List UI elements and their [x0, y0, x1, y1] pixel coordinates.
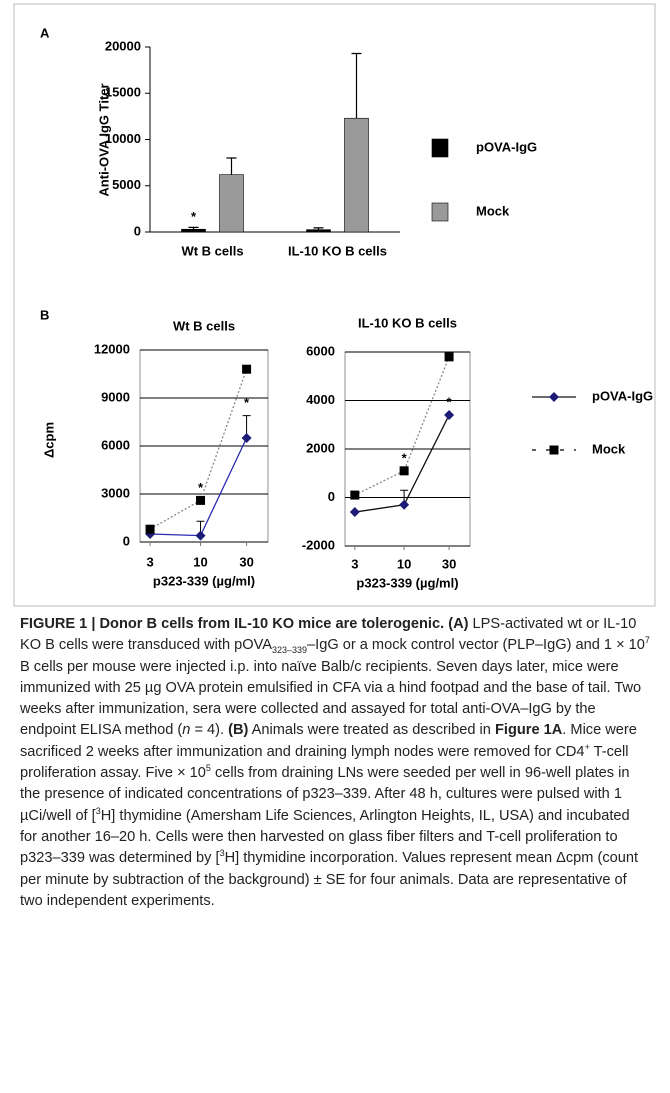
caption-text: Figure 1A: [494, 722, 563, 739]
marker: [242, 364, 252, 374]
caption-text: (B): [228, 722, 249, 739]
y-tick-label: 0: [123, 533, 130, 548]
marker: [350, 490, 360, 500]
legend-marker: [549, 392, 559, 402]
caption-text: H] thymidine incorporation. Values repre…: [20, 850, 639, 909]
y-axis-label: Anti-OVA IgG Titer: [96, 83, 111, 196]
legend-swatch: [431, 202, 449, 222]
y-tick-label: 15000: [105, 85, 141, 100]
legend-label: Mock: [592, 441, 626, 456]
caption-text: 3: [95, 805, 101, 816]
y-tick-label: 12000: [94, 341, 130, 356]
y-tick-label: 2000: [306, 440, 335, 455]
significance-mark: *: [402, 450, 408, 465]
series-line: [149, 368, 248, 530]
figure-frame: [13, 3, 656, 607]
significance-mark: *: [244, 395, 250, 410]
marker: [399, 466, 409, 476]
legend-label: Mock: [476, 203, 510, 218]
caption-text: FIGURE 1 | Donor B cells from IL-10 KO m…: [20, 616, 469, 632]
caption-text: 323–339: [271, 645, 308, 656]
y-tick-label: 0: [134, 223, 141, 238]
chart-title: Wt B cells: [173, 318, 235, 333]
error-bar: [226, 157, 237, 175]
caption-text: n: [182, 722, 191, 739]
caption-text: Animals were treated as described in: [248, 722, 495, 739]
y-tick-label: 9000: [101, 389, 130, 404]
y-tick-label: -2000: [302, 537, 335, 552]
marker: [444, 410, 455, 421]
marker: [349, 507, 360, 518]
marker: [399, 499, 410, 510]
legend-marker: [549, 445, 559, 455]
caption-text: LPS-activated wt or IL-10 KO B cells wer…: [20, 616, 637, 654]
significance-mark: *: [447, 394, 453, 409]
y-tick-label: 20000: [105, 38, 141, 53]
panel-label: B: [40, 307, 49, 322]
series-line: [354, 356, 450, 496]
marker: [195, 530, 206, 541]
y-tick-label: 3000: [101, 485, 130, 500]
legend-swatch: [431, 138, 449, 158]
bar: [306, 229, 331, 233]
x-tick-label: Wt B cells: [181, 243, 243, 258]
bar: [181, 228, 206, 233]
legend-label: pOVA-IgG: [476, 139, 537, 154]
caption-text: +: [584, 741, 590, 752]
error-bar: [188, 226, 199, 230]
x-tick-label: IL-10 KO B cells: [288, 243, 387, 258]
x-tick-label: 3: [146, 554, 153, 569]
y-tick-label: 4000: [306, 392, 335, 407]
bar: [219, 174, 244, 233]
x-tick-label: 30: [239, 554, 253, 569]
caption-text: cells from draining LNs were seeded per …: [20, 765, 630, 824]
legend-label: pOVA-IgG: [592, 388, 653, 403]
x-axis-label: p323-339 (µg/ml): [356, 575, 458, 590]
caption: FIGURE 1 | Donor B cells from IL-10 KO m…: [20, 614, 650, 912]
caption-text: . Mice were sacrificed 2 weeks after imm…: [20, 722, 637, 760]
x-tick-label: 30: [442, 556, 456, 571]
y-axis-label: Δcpm: [41, 422, 56, 458]
panel-label: A: [40, 25, 50, 40]
x-tick-label: 10: [397, 556, 411, 571]
caption-text: 3: [219, 848, 225, 859]
marker: [241, 433, 252, 443]
significance-mark: *: [191, 209, 197, 224]
caption-text: 5: [205, 763, 211, 774]
caption-text: H] thymidine (Amersham Life Sciences, Ar…: [20, 807, 630, 867]
y-tick-label: 0: [328, 489, 335, 504]
bar: [344, 117, 369, 233]
chart-title: IL-10 KO B cells: [358, 315, 457, 330]
marker: [444, 352, 454, 362]
x-tick-label: 3: [351, 556, 358, 571]
y-tick-label: 5000: [112, 177, 141, 192]
marker: [145, 524, 155, 534]
y-tick-label: 10000: [105, 131, 141, 146]
caption-text: T-cell proliferation assay. Five × 10: [20, 743, 629, 782]
caption-text: = 4).: [190, 722, 229, 739]
significance-mark: *: [198, 480, 204, 495]
marker: [196, 495, 206, 505]
y-tick-label: 6000: [306, 343, 335, 358]
caption-text: 7: [644, 635, 650, 646]
x-axis-label: p323-339 (µg/ml): [153, 573, 255, 588]
x-tick-label: 10: [193, 554, 207, 569]
caption-text: –IgG or a mock control vector (PLP–IgG) …: [307, 637, 645, 654]
error-bar: [351, 52, 362, 119]
caption-text: B cells per mouse were injected i.p. int…: [20, 658, 642, 739]
error-bar: [313, 227, 324, 230]
y-tick-label: 6000: [101, 437, 130, 452]
